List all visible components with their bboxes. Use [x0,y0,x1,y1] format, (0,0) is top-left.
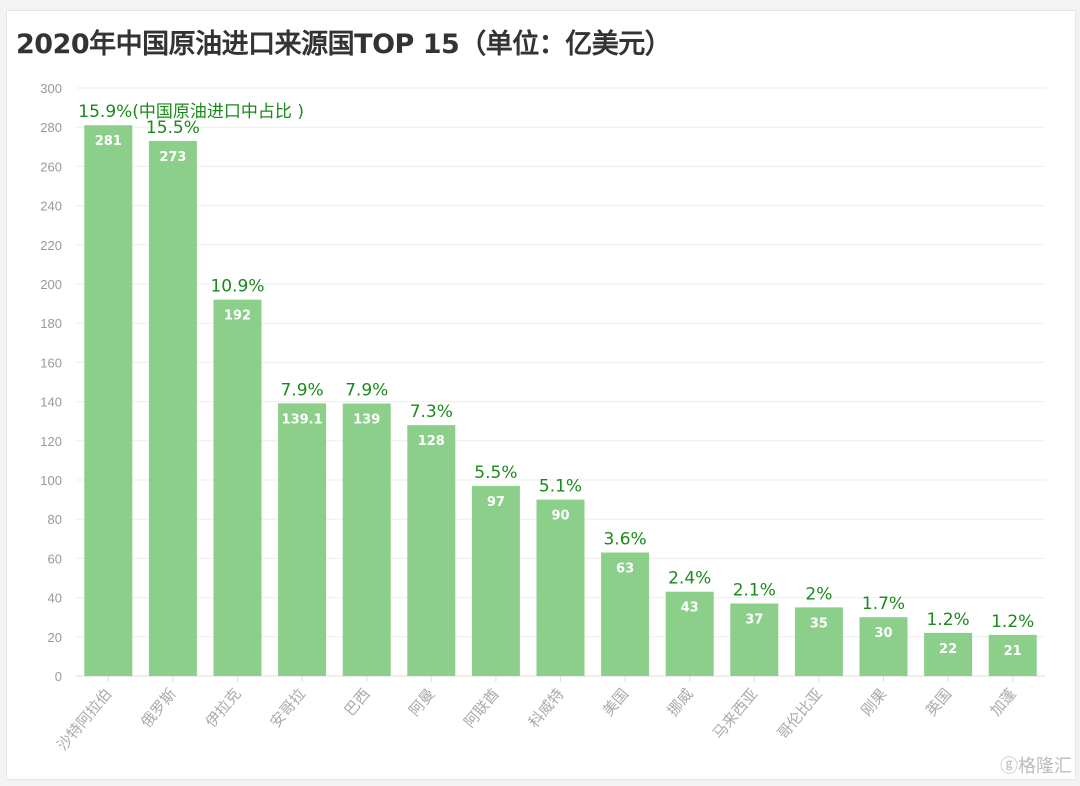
x-tick-label: 加蓬 [987,685,1020,720]
value-label: 97 [487,495,505,510]
y-tick-label: 200 [40,277,62,292]
x-tick-label: 安哥拉 [266,685,309,731]
y-tick-label: 240 [40,199,62,214]
share-label: 2.1% [733,580,776,600]
value-label: 21 [1004,644,1022,659]
y-tick-label: 0 [55,669,62,684]
bar [601,552,650,676]
y-tick-label: 260 [40,159,62,174]
x-tick-label: 巴西 [341,685,374,720]
bar [730,603,779,676]
x-tick-label: 阿曼 [405,685,438,720]
share-label: 2.4% [668,569,711,589]
x-tick-label: 沙特阿拉伯 [53,685,115,754]
share-label: 15.9%(中国原油进口中占比 ) [78,102,304,122]
y-tick-label: 160 [40,355,62,370]
x-tick-label: 哥伦比亚 [774,685,826,743]
value-label: 139 [353,413,380,428]
bar [278,403,327,676]
value-label: 30 [874,626,892,641]
share-label: 7.3% [410,402,453,422]
share-label: 5.5% [474,463,517,483]
bar [342,403,391,676]
value-label: 43 [681,601,699,616]
x-tick-label: 马来西亚 [709,685,761,743]
share-label: 1.2% [991,612,1034,632]
share-label: 2% [805,584,832,604]
x-tick-label: 美国 [599,685,632,720]
share-label: 3.6% [603,530,646,550]
x-tick-label: 俄罗斯 [137,685,180,731]
y-tick-label: 40 [48,591,62,606]
watermark-text: 格隆汇 [1018,756,1072,777]
value-label: 90 [551,509,569,524]
share-label: 1.7% [862,594,905,614]
bar [988,634,1037,676]
share-label: 5.1% [539,477,582,497]
y-tick-label: 80 [48,512,62,527]
value-label: 22 [939,642,957,657]
value-label: 128 [418,434,445,449]
x-tick-label: 科威特 [525,685,568,731]
x-tick-label: 伊拉克 [202,685,245,731]
y-tick-label: 180 [40,316,62,331]
y-tick-label: 100 [40,473,62,488]
y-tick-label: 280 [40,120,62,135]
bar [859,617,908,676]
share-label: 7.9% [345,381,388,401]
bar [924,632,973,676]
chart-title: 2020年中国原油进口来源国TOP 15（单位：亿美元） [16,29,672,60]
x-tick-label: 阿联酋 [460,685,503,731]
share-label: 1.2% [926,610,969,630]
value-label: 139.1 [282,412,323,427]
y-tick-label: 120 [40,434,62,449]
x-tick-label: 英国 [922,685,955,720]
y-tick-label: 300 [40,81,62,96]
bar [471,485,520,676]
bar [148,140,197,677]
y-tick-label: 220 [40,238,62,253]
y-tick-label: 140 [40,395,62,410]
value-label: 63 [616,562,634,577]
bar [536,499,585,676]
value-label: 37 [745,612,763,627]
y-tick-label: 20 [48,630,62,645]
share-label: 15.5% [146,118,200,138]
value-label: 281 [95,134,122,149]
value-label: 35 [810,616,828,631]
bar [213,299,262,676]
y-tick-label: 60 [48,551,62,566]
bar [84,125,133,677]
x-tick-label: 挪威 [664,685,697,720]
share-label: 10.9% [210,277,264,297]
watermark-logo: ⓖ格隆汇 [1000,756,1072,777]
bar [665,591,714,676]
share-label: 7.9% [280,380,323,400]
value-label: 273 [159,150,186,165]
bar [407,425,456,676]
value-label: 192 [224,309,251,324]
bar [794,607,843,676]
x-tick-label: 刚果 [857,685,890,720]
